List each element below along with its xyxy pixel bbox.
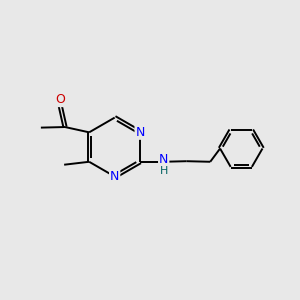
Text: O: O xyxy=(55,93,65,106)
Text: N: N xyxy=(110,170,119,183)
Text: H: H xyxy=(160,166,168,176)
Text: N: N xyxy=(159,153,168,166)
Text: N: N xyxy=(136,126,145,139)
